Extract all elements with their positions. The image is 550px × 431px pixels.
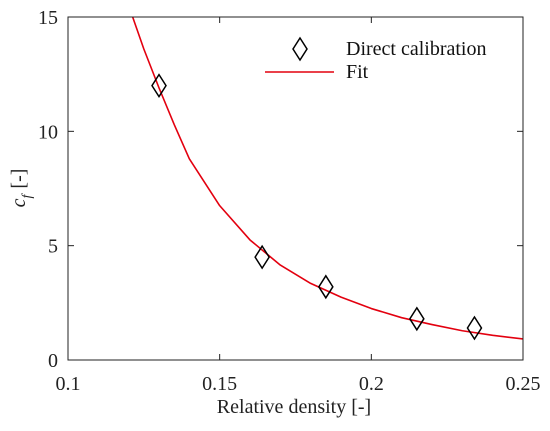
- x-tick-label-0: 0.1: [56, 373, 81, 395]
- plot-frame: [67, 16, 524, 361]
- legend: Direct calibration Fit: [255, 30, 513, 88]
- fit-curve: [131, 17, 523, 340]
- y-axis-label: cf [-]: [8, 169, 35, 208]
- x-tick-label-2: 0.2: [359, 373, 384, 395]
- y-axis-label-sub: f: [20, 192, 35, 198]
- y-axis-label-suffix: [-]: [8, 169, 30, 189]
- calibration-point-3: [408, 306, 425, 332]
- y-tick-label-3: 15: [38, 7, 58, 29]
- calibration-point-4: [466, 315, 483, 341]
- legend-diamond-icon: [292, 36, 308, 62]
- y-tick-label-1: 5: [48, 236, 58, 258]
- legend-label-fit: Fit: [346, 61, 369, 83]
- legend-box: [255, 30, 513, 88]
- x-axis-label: Relative density [-]: [217, 396, 371, 418]
- legend-label-direct-calibration: Direct calibration: [346, 38, 487, 60]
- calibration-point-1: [254, 244, 271, 270]
- y-tick-label-0: 0: [48, 350, 58, 372]
- y-axis-label-main: c: [8, 198, 30, 207]
- x-tick-label-1: 0.15: [202, 373, 237, 395]
- y-tick-label-2: 10: [38, 121, 58, 143]
- calibration-point-2: [317, 274, 334, 300]
- calibration-point-0: [151, 73, 167, 98]
- x-tick-label-3: 0.25: [506, 373, 541, 395]
